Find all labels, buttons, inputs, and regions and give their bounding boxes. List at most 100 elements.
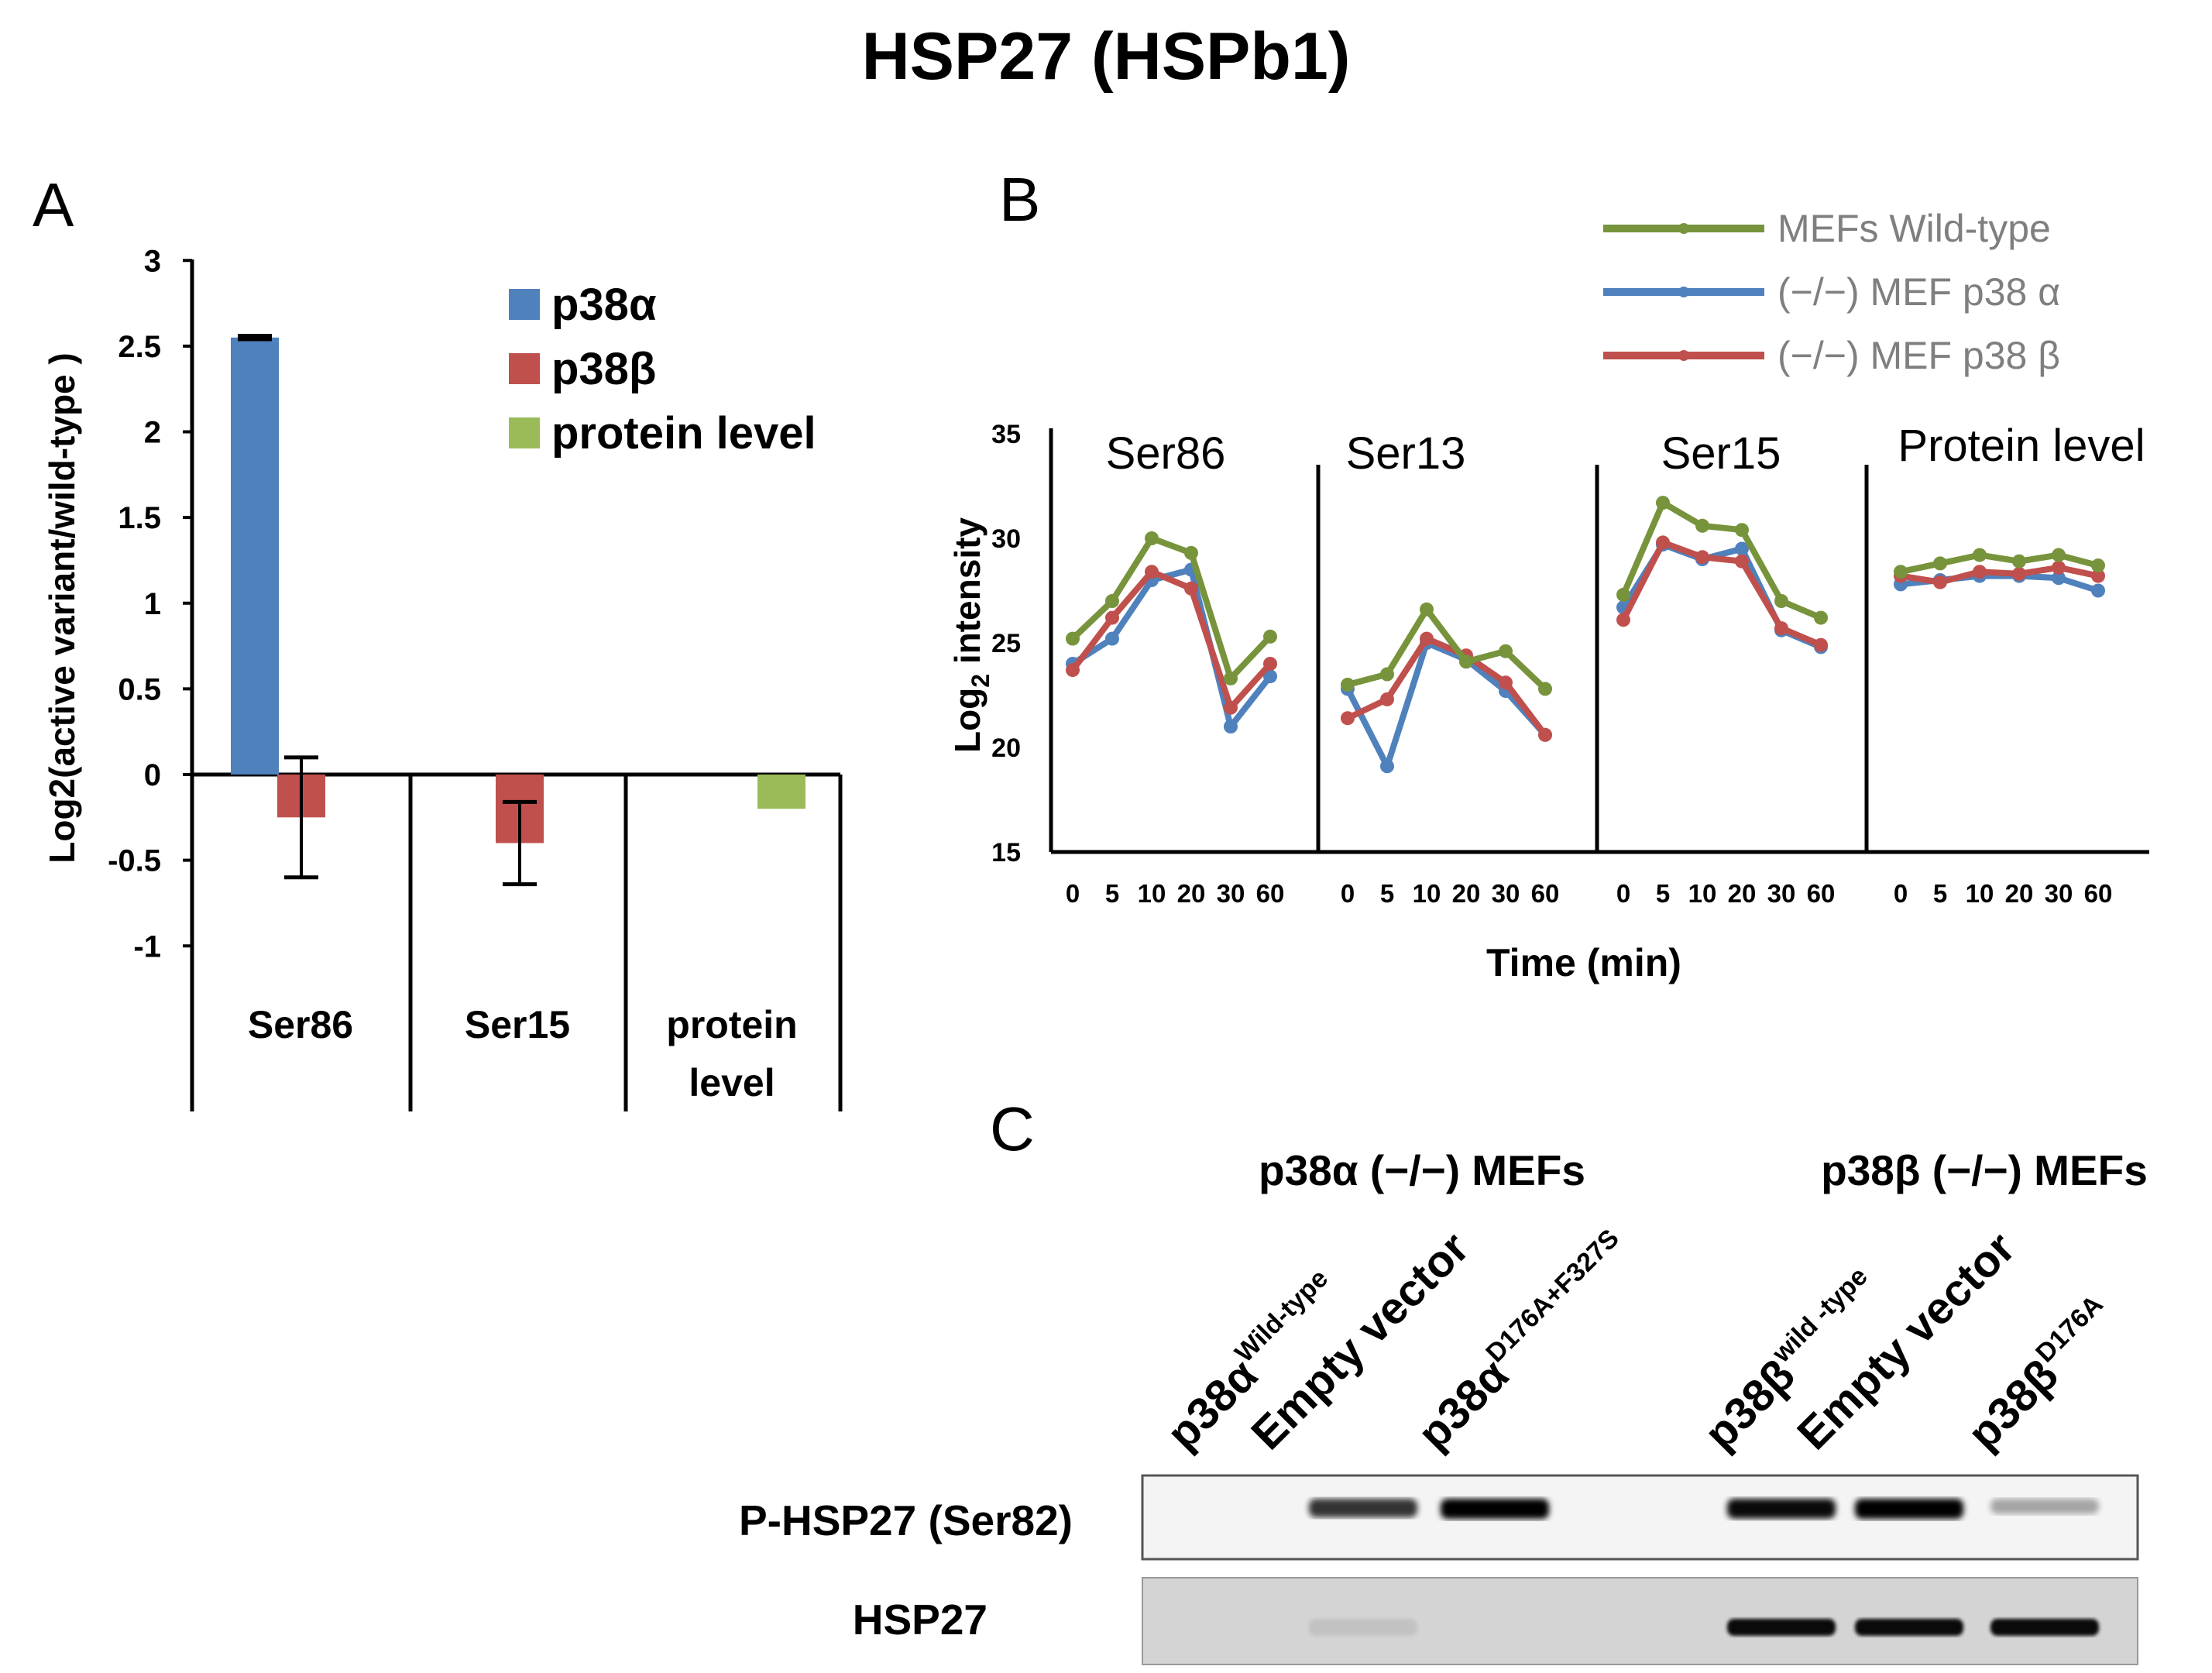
- facet-title: Ser13: [1346, 428, 1466, 479]
- data-point: [1695, 550, 1709, 565]
- data-point: [1145, 565, 1159, 579]
- bar: [231, 337, 279, 775]
- x-tick-label: 0: [1066, 879, 1080, 908]
- data-point: [2091, 569, 2105, 583]
- x-tick-label: 20: [1177, 879, 1206, 908]
- series-line: [1070, 566, 1273, 730]
- panel-b-y-axis-label: Log2 intensity: [947, 517, 994, 753]
- facet-title: Ser86: [1106, 428, 1226, 479]
- bar: [757, 775, 805, 809]
- data-point: [1066, 663, 1080, 678]
- band: [1309, 1499, 1417, 1517]
- data-point: [1420, 602, 1434, 617]
- legend-label: p38β: [551, 344, 656, 394]
- band: [1990, 1619, 2099, 1636]
- y-tick-label: 3: [144, 244, 161, 278]
- y-tick-label: 0: [144, 758, 161, 792]
- legend-swatch: [509, 417, 540, 448]
- panel-c-western-blot: p38α (−/−) MEFs p38β (−/−) MEFs p38αWild…: [739, 1146, 2148, 1665]
- data-point: [1459, 654, 1473, 669]
- panel-a-bar-chart: 3 2.5 2 1.5 1 0.5 0 -0.5 -1 Ser86 Ser15 protein lev…: [42, 244, 843, 1111]
- data-point: [1735, 523, 1749, 538]
- panel-b-axes: [1049, 428, 2149, 854]
- y-tick-label: 0.5: [118, 672, 161, 706]
- facet-2: Ser15 0 5 10 20 30 60: [1616, 428, 1836, 908]
- data-point: [1973, 565, 1987, 579]
- series-line: [1070, 569, 1273, 711]
- data-point: [1105, 594, 1119, 608]
- data-point: [2052, 560, 2066, 575]
- blot-bands: [1309, 1499, 2099, 1636]
- facet-1: Ser13 0 5 10 20 30 60: [1341, 428, 1560, 908]
- band: [1727, 1619, 1836, 1636]
- data-point: [1263, 669, 1277, 684]
- y-tick-label: 20: [991, 733, 1021, 763]
- panel-label-c: C: [990, 1094, 1035, 1163]
- panel-label-a: A: [33, 170, 74, 239]
- data-point: [1656, 496, 1670, 510]
- series-line: [1346, 635, 1548, 737]
- y-tick-label: -0.5: [108, 844, 161, 878]
- data-point: [1224, 700, 1238, 715]
- blot-membrane-total: [1142, 1577, 2138, 1665]
- blot-group-label: p38β (−/−) MEFs: [1821, 1146, 2148, 1194]
- data-point: [1263, 629, 1277, 644]
- data-point: [2012, 566, 2026, 581]
- x-tick-label: 20: [2005, 879, 2034, 908]
- data-point: [1616, 613, 1630, 627]
- x-tick-label: 10: [1138, 879, 1166, 908]
- panel-a-category-labels: Ser86 Ser15 protein level: [248, 1003, 798, 1104]
- data-point: [1066, 631, 1080, 646]
- x-tick-label: 10: [1966, 879, 1994, 908]
- data-point: [1814, 637, 1828, 652]
- blot-row-label: P-HSP27 (Ser82): [739, 1496, 1073, 1544]
- panel-label-b: B: [999, 165, 1040, 234]
- data-point: [1538, 682, 1552, 696]
- y-tick-label: 30: [991, 524, 1021, 554]
- data-point: [1420, 631, 1434, 646]
- legend-label: (−/−) MEF p38 β: [1778, 334, 2060, 377]
- x-tick-label: 0: [1616, 879, 1630, 908]
- panel-b-x-axis-label: Time (min): [1486, 941, 1681, 984]
- panel-b-line-chart: MEFs Wild-type (−/−) MEF p38 α (−/−) MEF p…: [947, 207, 2149, 984]
- band: [1727, 1499, 1836, 1519]
- data-point: [1184, 581, 1198, 596]
- data-point: [2052, 571, 2066, 586]
- data-point: [1933, 556, 1947, 571]
- panel-a-axes: [190, 259, 843, 1111]
- x-tick-label: 0: [1341, 879, 1355, 908]
- data-point: [1380, 759, 1394, 774]
- data-point: [1380, 692, 1394, 706]
- data-point: [1105, 610, 1119, 625]
- category-label: Ser15: [465, 1003, 570, 1046]
- x-tick-label: 30: [1217, 879, 1245, 908]
- panel-a-error-bars: [238, 334, 537, 887]
- data-point: [1263, 657, 1277, 671]
- data-point: [1145, 531, 1159, 545]
- y-tick-label: 2: [144, 416, 161, 450]
- x-tick-label: 60: [1531, 879, 1560, 908]
- panel-a-y-axis-label: Log2(active variant/wild-type ): [42, 352, 82, 863]
- x-tick-label: 5: [1656, 879, 1670, 908]
- band: [1990, 1499, 2099, 1514]
- band: [1855, 1619, 1963, 1636]
- data-point: [1814, 610, 1828, 625]
- blot-group-label: p38α (−/−) MEFs: [1259, 1146, 1585, 1194]
- data-point: [1656, 535, 1670, 550]
- panel-a-legend: p38α p38β protein level: [509, 280, 816, 459]
- legend-label: (−/−) MEF p38 α: [1778, 270, 2060, 314]
- series-line: [1620, 539, 1822, 648]
- data-point: [1735, 554, 1749, 569]
- band: [1309, 1619, 1417, 1636]
- x-tick-label: 60: [1807, 879, 1836, 908]
- legend-marker: [1678, 287, 1689, 297]
- data-point: [1933, 575, 1947, 589]
- legend-label: MEFs Wild-type: [1778, 207, 2051, 250]
- x-tick-label: 30: [2045, 879, 2073, 908]
- y-tick-label: 35: [991, 420, 1021, 449]
- panel-b-y-ticks: 35 30 25 20 15: [991, 420, 1021, 867]
- facet-title: Protein level: [1898, 421, 2145, 471]
- data-point: [1973, 548, 1987, 562]
